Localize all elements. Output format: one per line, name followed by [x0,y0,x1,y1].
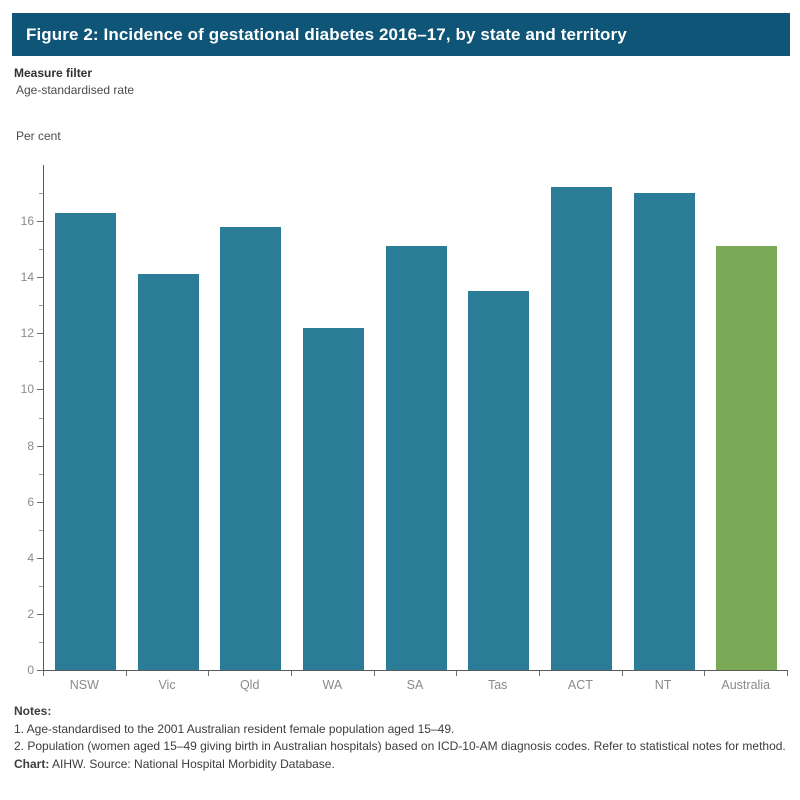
plot-area [43,165,788,671]
y-tick-label-10: 10 [20,382,34,397]
bar-Qld[interactable] [220,226,282,670]
y-tick-minor-5 [39,529,43,531]
y-tick-4 [37,557,43,559]
y-tick-label-6: 6 [27,494,34,509]
x-axis-label-SA: SA [406,678,424,692]
y-tick-minor-13 [39,305,43,307]
y-tick-label-2: 2 [27,606,34,621]
y-tick-minor-7 [39,473,43,475]
bar-ACT[interactable] [550,187,612,670]
y-tick-minor-1 [39,641,43,643]
x-axis-labels: NSW Vic Qld WA SA Tas ACT NT Australia [43,678,787,692]
bar-slot-ACT [540,165,623,670]
y-tick-label-12: 12 [20,326,34,341]
y-tick-10 [37,389,43,391]
y-tick-12 [37,333,43,335]
x-tick-0 [43,671,44,676]
notes: Notes: 1. Age-standardised to the 2001 A… [14,703,790,773]
x-axis-label-NT: NT [654,678,672,692]
bar-slot-SA [375,165,458,670]
y-tick-minor-3 [39,585,43,587]
notes-heading: Notes: [14,704,52,718]
x-tick-2 [208,671,210,676]
note-1: 1. Age-standardised to the 2001 Australi… [14,721,455,736]
bar-slot-Australia [705,165,788,670]
bar-slot-WA [292,165,375,670]
y-tick-label-0: 0 [27,663,34,677]
y-tick-6 [37,501,43,503]
bar-slot-NSW [44,165,127,670]
bar-NT[interactable] [633,193,695,670]
y-tick-14 [37,277,43,279]
x-tick-9 [787,671,788,676]
y-tick-label-16: 16 [20,214,34,229]
bar-slot-Qld [209,165,292,670]
x-axis-label-WA: WA [322,678,343,692]
x-tick-8 [704,671,706,676]
y-tick-label-14: 14 [20,270,34,285]
x-tick-6 [539,671,540,676]
x-axis-label-Vic: Vic [158,678,176,692]
y-tick-label-8: 8 [27,438,34,453]
y-tick-minor-17 [39,193,43,195]
note-2: 2. Population (women aged 15–49 giving b… [14,739,786,753]
x-tick-7 [621,671,623,676]
bar-NSW[interactable] [54,212,116,670]
x-axis-label-Qld: Qld [239,678,260,692]
measure-filter-label: Measure filter [14,66,93,80]
bar-chart: NSW Vic Qld WA SA Tas ACT NT Australia 0 2 4 6 8 10 12… [21,165,788,692]
y-tick-minor-15 [39,249,43,251]
x-tick-5 [456,671,458,676]
bar-slot-NT [623,165,706,670]
y-tick-8 [37,445,43,447]
y-tick-16 [37,221,43,223]
x-axis-label-Australia: Australia [721,678,771,692]
bar-SA[interactable] [385,246,447,670]
y-tick-0 [37,670,43,671]
figure-title: Figure 2: Incidence of gestational diabe… [26,24,627,44]
x-tick-3 [291,671,292,676]
x-tick-1 [125,671,127,676]
y-tick-minor-9 [39,417,43,419]
source-line: Chart: AIHW. Source: National Hospital M… [14,756,790,774]
bar-Tas[interactable] [468,291,530,670]
y-axis-title: Per cent [16,129,61,143]
bar-Australia[interactable] [716,246,778,670]
x-tick-4 [373,671,375,676]
x-axis-label-ACT: ACT [567,678,593,692]
measure-filter-value[interactable]: Age-standardised rate [16,83,135,97]
source-line-chart-label: Chart: [14,756,50,771]
bar-WA[interactable] [302,327,364,670]
bar-Vic[interactable] [137,274,199,670]
bar-slot-Tas [457,165,540,670]
figure-title-bar: Figure 2: Incidence of gestational diabe… [12,13,790,56]
bar-slot-Vic [127,165,210,670]
x-axis-label-Tas: Tas [487,678,508,692]
x-axis-label-NSW: NSW [69,678,99,692]
source-line-text: AIHW. Source: National Hospital Morbidit… [49,756,335,771]
y-tick-minor-11 [39,361,43,363]
y-tick-label-4: 4 [27,550,34,565]
y-tick-2 [37,613,43,615]
